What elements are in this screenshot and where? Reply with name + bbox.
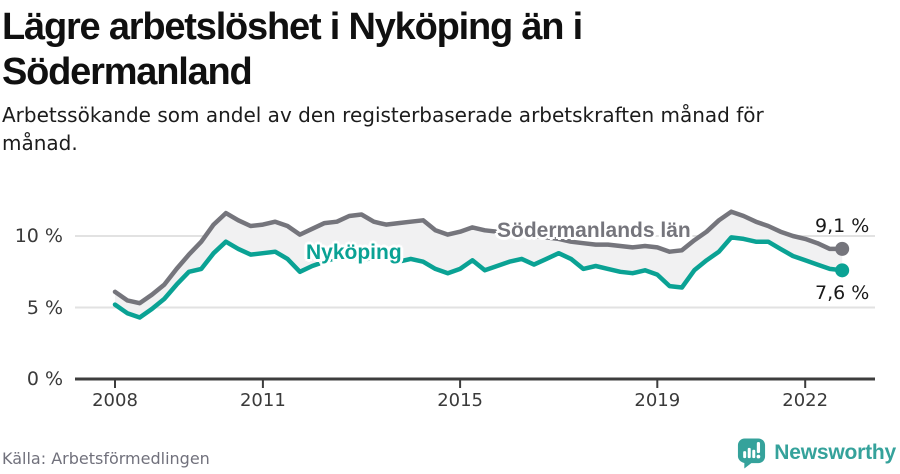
series-label-sodermanlands-lan: Södermanlands län <box>497 219 691 242</box>
chart-subtitle: Arbetssökande som andel av den registerb… <box>2 103 764 155</box>
x-tick-label: 2011 <box>239 390 286 411</box>
y-tick-label: 0 % <box>26 368 63 390</box>
x-tick-label: 2015 <box>437 390 483 411</box>
y-tick-label: 10 % <box>14 225 63 247</box>
end-value-label-nykoping: 7,6 % <box>815 282 870 304</box>
series-line-1 <box>112 235 845 320</box>
newsworthy-logo-text: Newsworthy <box>774 441 896 464</box>
series-line-0 <box>112 209 845 306</box>
series-end-dot-1 <box>835 263 850 278</box>
newsworthy-logo-icon <box>738 438 766 469</box>
x-tick-label: 2008 <box>92 390 138 411</box>
series-label-nykoping: Nyköping <box>306 241 402 264</box>
chart-title: Lägre arbetslöshet i Nyköping än i Söder… <box>2 6 583 93</box>
source-attribution: Källa: Arbetsförmedlingen <box>2 449 210 468</box>
series-end-dot-0 <box>835 241 850 256</box>
x-tick-label: 2019 <box>634 390 681 411</box>
y-tick-label: 5 % <box>26 296 63 319</box>
end-value-label-sodermanlands-lan: 9,1 % <box>815 215 870 237</box>
x-tick-label: 2022 <box>782 390 829 411</box>
newsworthy-brand: Newsworthy <box>736 437 896 469</box>
